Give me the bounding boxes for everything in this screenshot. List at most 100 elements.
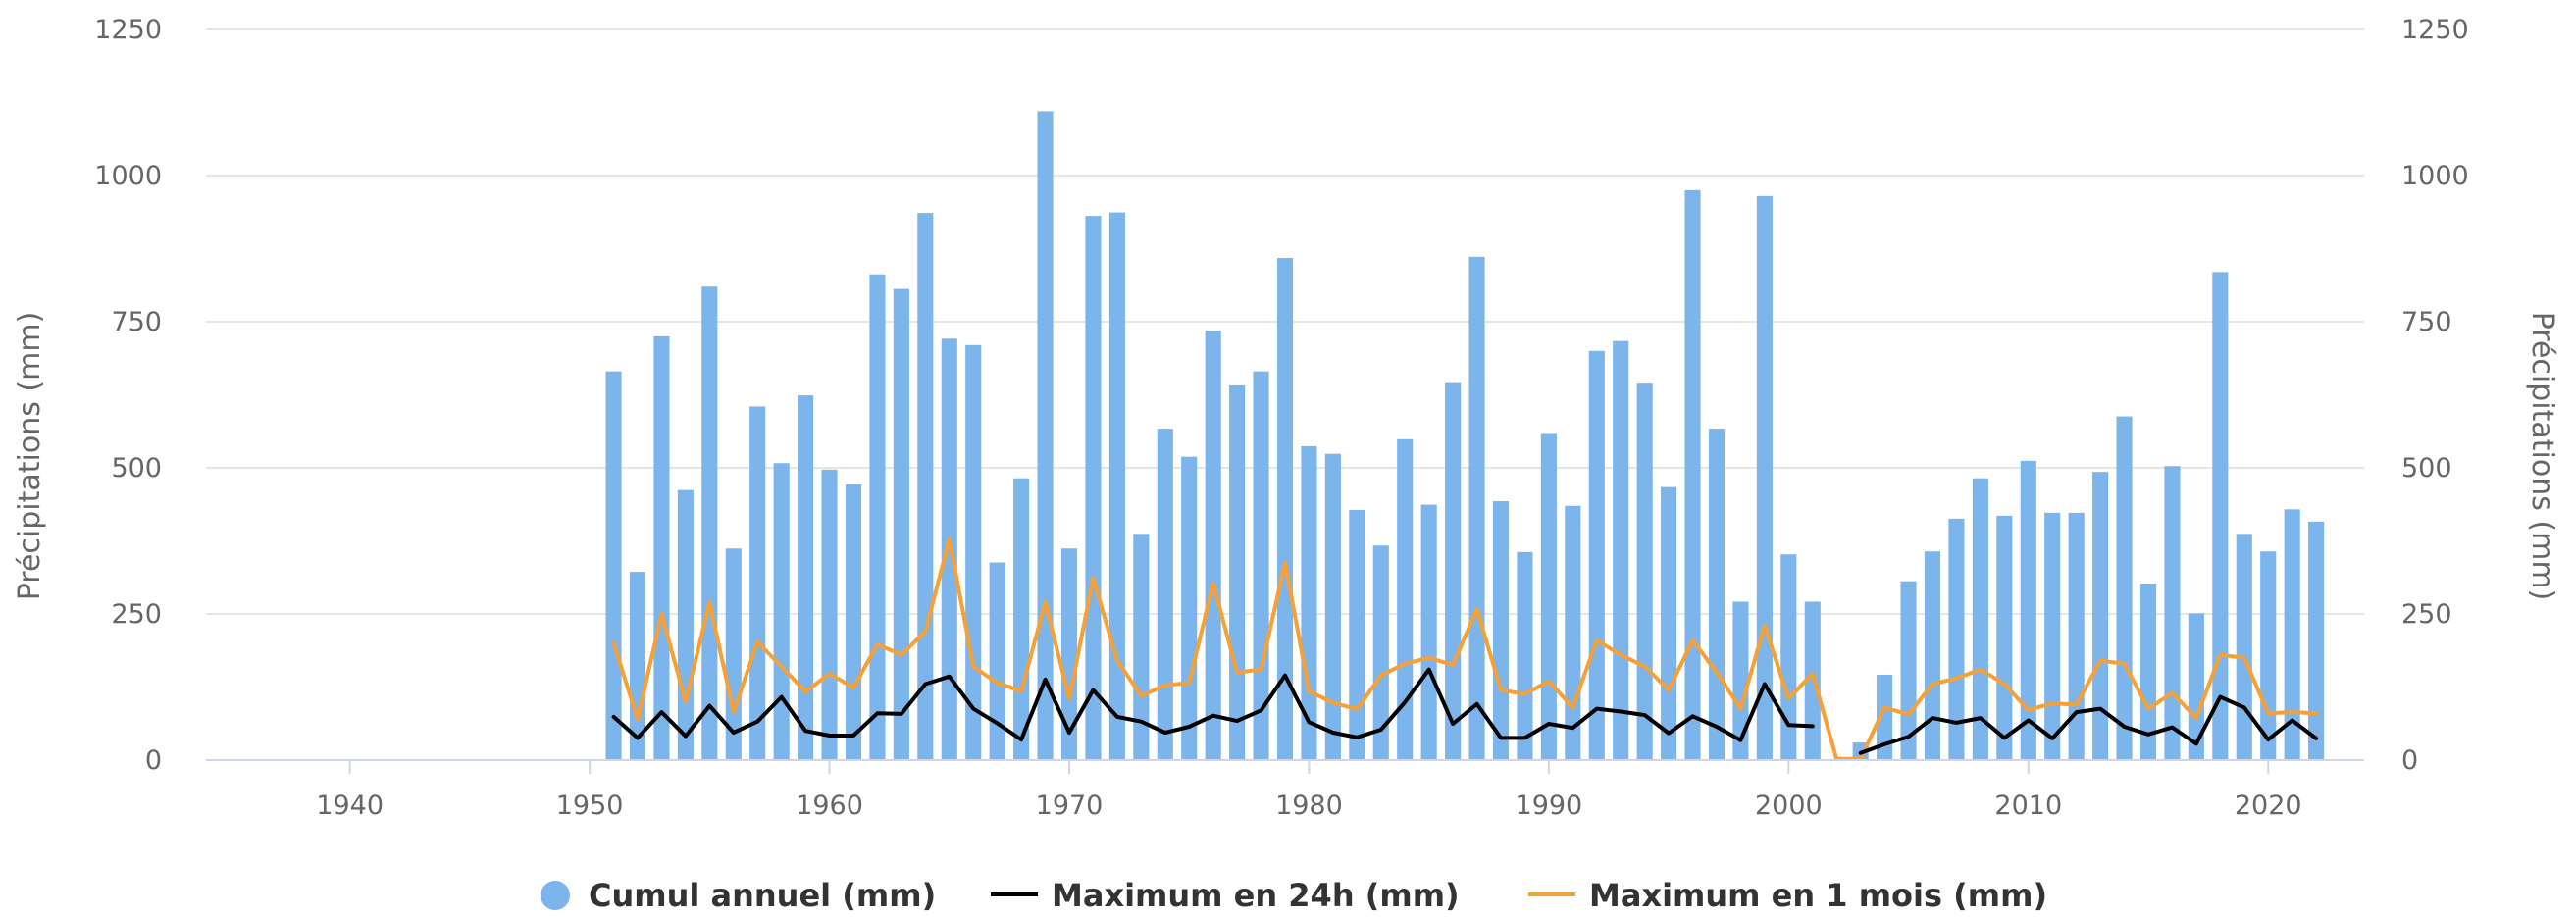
bar-1960[interactable]: [821, 469, 838, 760]
bar-2001[interactable]: [1804, 601, 1821, 760]
bar-1967[interactable]: [989, 562, 1005, 760]
y-axis-right-ticks: 0 250 500 750 1000 1250: [2401, 15, 2469, 776]
bar-1951[interactable]: [605, 371, 622, 760]
bar-1970[interactable]: [1060, 548, 1078, 760]
x-tick-label: 1940: [316, 790, 384, 821]
bar-1973[interactable]: [1133, 534, 1150, 760]
bar-1997[interactable]: [1708, 429, 1726, 760]
bar-2009[interactable]: [1996, 515, 2013, 760]
bar-2018[interactable]: [2212, 272, 2229, 760]
bar-1996[interactable]: [1684, 189, 1701, 760]
y-tick-label-right: 250: [2401, 599, 2452, 630]
bar-1980[interactable]: [1301, 445, 1317, 760]
bar-1983[interactable]: [1372, 545, 1389, 760]
bar-1961[interactable]: [845, 484, 862, 760]
x-tick-label: 1950: [556, 790, 624, 821]
bar-2007[interactable]: [1948, 518, 1965, 760]
bar-1998[interactable]: [1732, 601, 1749, 760]
bar-1966[interactable]: [965, 344, 982, 760]
bar-1990[interactable]: [1540, 433, 1557, 760]
bar-2006[interactable]: [1924, 551, 1941, 760]
x-tick-label: 1980: [1275, 790, 1343, 821]
y-tick-label-left: 250: [111, 599, 162, 630]
bar-2010[interactable]: [2020, 460, 2036, 760]
y-tick-label-right: 0: [2401, 745, 2418, 776]
bar-2008[interactable]: [1972, 478, 1988, 760]
bar-1958[interactable]: [773, 463, 790, 760]
bar-2012[interactable]: [2068, 512, 2085, 760]
line-maximum-24h-segment-0[interactable]: [611, 667, 1815, 742]
bar-1989[interactable]: [1517, 551, 1533, 760]
x-tick-label: 2020: [2235, 790, 2302, 821]
bar-1971[interactable]: [1085, 216, 1102, 760]
bar-1988[interactable]: [1492, 500, 1510, 760]
bar-1977[interactable]: [1229, 384, 1246, 760]
bar-2021[interactable]: [2284, 509, 2300, 760]
y-tick-label-left: 1000: [94, 161, 162, 191]
bar-1985[interactable]: [1420, 504, 1437, 760]
bar-2017[interactable]: [2188, 613, 2204, 760]
x-tick-label: 1960: [796, 790, 863, 821]
bar-2022[interactable]: [2308, 521, 2325, 760]
bar-2013[interactable]: [2092, 472, 2109, 760]
bar-1994[interactable]: [1636, 383, 1653, 760]
y-axis-left-title: Précipitations (mm): [13, 312, 47, 601]
bar-1987[interactable]: [1468, 256, 1485, 760]
x-tick-label: 1970: [1036, 790, 1104, 821]
y-tick-label-right: 750: [2401, 307, 2452, 337]
line-maximum-1-mois-segment-0[interactable]: [611, 536, 2319, 761]
legend-label-maximum-1-mois: Maximum en 1 mois (mm): [1589, 877, 2047, 914]
bar-2014[interactable]: [2116, 416, 2133, 760]
bar-1992[interactable]: [1588, 350, 1605, 760]
bar-1984[interactable]: [1397, 438, 1414, 760]
bar-1974[interactable]: [1157, 429, 1173, 760]
bar-1964[interactable]: [917, 213, 934, 761]
bar-2016[interactable]: [2164, 466, 2181, 760]
legend-item-cumul-annuel[interactable]: Cumul annuel (mm): [541, 877, 936, 914]
bar-1981[interactable]: [1324, 453, 1341, 760]
y-tick-label-right: 1250: [2401, 15, 2469, 45]
bar-1969[interactable]: [1037, 111, 1054, 760]
bar-1975[interactable]: [1181, 456, 1198, 760]
y-tick-label-left: 750: [111, 307, 162, 337]
legend-item-maximum-1-mois[interactable]: Maximum en 1 mois (mm): [1528, 877, 2047, 914]
bar-1982[interactable]: [1349, 509, 1365, 760]
bar-1954[interactable]: [677, 489, 694, 760]
bar-1979[interactable]: [1276, 258, 1294, 760]
bar-1978[interactable]: [1253, 371, 1269, 760]
cumul-annuel-bars: [605, 111, 2325, 761]
bar-1959[interactable]: [798, 395, 814, 760]
bar-1972[interactable]: [1108, 212, 1125, 761]
bar-2019[interactable]: [2236, 534, 2252, 760]
y-tick-label-left: 500: [111, 453, 162, 484]
bar-1986[interactable]: [1445, 382, 1462, 760]
bar-1956[interactable]: [725, 548, 742, 760]
bar-2000[interactable]: [1780, 554, 1797, 760]
bar-1962[interactable]: [869, 274, 886, 760]
bar-1957[interactable]: [749, 406, 766, 760]
legend-label-maximum-24h: Maximum en 24h (mm): [1052, 877, 1460, 914]
x-axis-ticks: 1940 1950 1960 1970 1980 1990 2000 2010 2020: [316, 760, 2302, 821]
bar-1968[interactable]: [1013, 478, 1030, 760]
bar-2020[interactable]: [2260, 551, 2277, 760]
y-axis-right-title: Précipitations (mm): [2525, 312, 2559, 601]
bar-1995[interactable]: [1661, 486, 1677, 760]
y-tick-label-right: 500: [2401, 453, 2452, 484]
line-maximum-24h-segment-1[interactable]: [1858, 694, 2319, 755]
bar-2004[interactable]: [1877, 674, 1893, 760]
bar-2015[interactable]: [2139, 584, 2157, 760]
legend-item-maximum-24h[interactable]: Maximum en 24h (mm): [991, 877, 1460, 914]
bar-1953[interactable]: [653, 335, 670, 760]
bar-1999[interactable]: [1756, 195, 1773, 761]
legend-marker-circle: [541, 881, 570, 910]
x-tick-label: 2010: [1994, 790, 2062, 821]
y-tick-label-right: 1000: [2401, 161, 2469, 191]
bar-1963[interactable]: [893, 288, 909, 760]
legend[interactable]: Cumul annuel (mm) Maximum en 24h (mm) Ma…: [541, 877, 2047, 914]
bar-2011[interactable]: [2044, 512, 2061, 760]
bar-1993[interactable]: [1613, 340, 1629, 760]
legend-label-cumul-annuel: Cumul annuel (mm): [589, 877, 936, 914]
bar-1955[interactable]: [701, 286, 718, 760]
bar-2005[interactable]: [1900, 581, 1917, 760]
bar-1976[interactable]: [1205, 330, 1221, 760]
